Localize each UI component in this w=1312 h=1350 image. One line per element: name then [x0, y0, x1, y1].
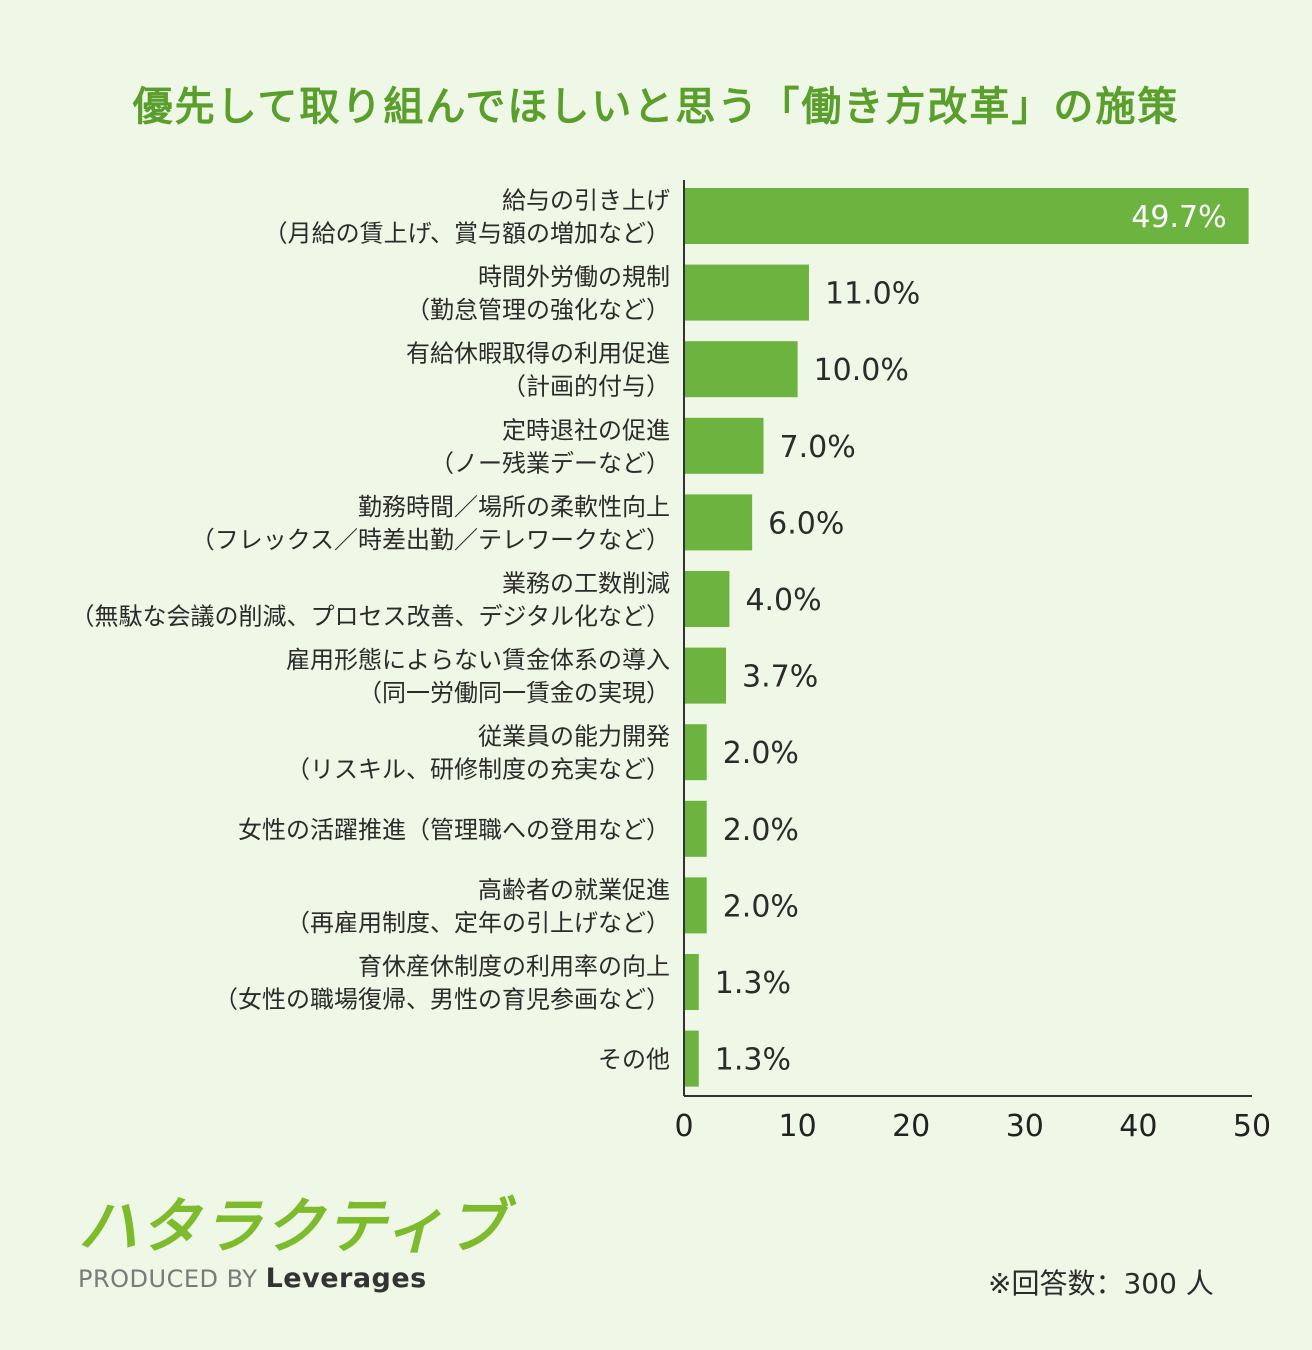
brand-block: ハタラクティブ PRODUCED BY Leverages [78, 1195, 508, 1294]
bar-1 [684, 264, 809, 321]
value-label-4: 6.0% [768, 506, 844, 541]
category-label-5-1: （無駄な会議の削減、プロセス改善、デジタル化など） [70, 603, 670, 631]
value-label-7: 2.0% [723, 736, 799, 771]
category-label-4-1: （フレックス／時差出勤／テレワークなど） [191, 526, 670, 554]
value-label-3: 7.0% [780, 430, 856, 465]
value-label-6: 3.7% [742, 660, 818, 695]
value-label-5: 4.0% [745, 583, 821, 618]
category-label-1-0: 時間外労働の規制 [478, 263, 670, 291]
category-label-1-1: （勤怠管理の強化など） [406, 296, 670, 324]
category-label-3-0: 定時退社の促進 [502, 416, 670, 444]
x-axis-ticks: 0 10 20 30 40 50 [674, 1109, 1271, 1144]
respondent-count-note: ※回答数：300 人 [988, 1267, 1214, 1300]
chart-title: 優先して取り組んでほしいと思う「働き方改革」の施策 [132, 84, 1180, 130]
category-label-6-0: 雇用形態によらない賃金体系の導入 [286, 646, 670, 674]
category-label-9-0: 高齢者の就業促進 [478, 876, 670, 904]
hataractive-logo: ハタラクティブ [78, 1192, 509, 1262]
category-label-10-0: 育休産休制度の利用率の向上 [358, 953, 670, 981]
category-label-2-0: 有給休暇取得の利用促進 [406, 340, 670, 368]
bar-8 [684, 800, 707, 857]
value-label-8: 2.0% [723, 813, 799, 848]
category-label-8-0: 女性の活躍推進（管理職への登用など） [238, 816, 670, 844]
category-labels: 給与の引き上げ （月給の賃上げ、賞与額の増加など） 時間外労働の規制 （勤怠管理の強化… [70, 187, 670, 1074]
bars-layer [684, 188, 1249, 1087]
category-label-7-0: 従業員の能力開発 [478, 723, 670, 751]
bar-11 [684, 1030, 699, 1087]
value-label-0: 49.7% [1131, 200, 1226, 235]
x-tick-label-1: 10 [779, 1109, 817, 1144]
category-label-0-1: （月給の賃上げ、賞与額の増加など） [264, 220, 670, 248]
x-tick-label-5: 50 [1233, 1109, 1271, 1144]
value-label-1: 11.0% [825, 277, 920, 312]
bar-0 [684, 188, 1249, 244]
category-label-11-0: その他 [598, 1046, 670, 1074]
bar-10 [684, 954, 699, 1010]
category-label-7-1: （リスキル、研修制度の充実など） [286, 756, 670, 784]
company-name: Leverages [265, 1263, 427, 1294]
category-label-2-1: （計画的付与） [502, 373, 670, 401]
x-tick-label-0: 0 [674, 1109, 693, 1144]
value-label-2: 10.0% [814, 353, 909, 388]
value-labels: 49.7% 11.0% 10.0% 7.0% 6.0% 4.0% 3.7% 2.0% 2.0% 2… [715, 200, 1227, 1078]
x-tick-label-4: 40 [1119, 1109, 1157, 1144]
x-tick-label-3: 30 [1006, 1109, 1044, 1144]
value-label-10: 1.3% [715, 966, 791, 1001]
bar-chart: 給与の引き上げ （月給の賃上げ、賞与額の増加など） 時間外労働の規制 （勤怠管理の強化… [70, 180, 1271, 1144]
category-label-4-0: 勤務時間／場所の柔軟性向上 [358, 493, 670, 521]
bar-4 [684, 494, 753, 551]
x-tick-label-2: 20 [892, 1109, 930, 1144]
produced-by-text: PRODUCED BY [78, 1265, 258, 1293]
category-label-10-1: （女性の職場復帰、男性の育児参画など） [214, 986, 670, 1014]
bar-3 [684, 417, 764, 474]
bar-6 [684, 647, 727, 704]
category-label-0-0: 給与の引き上げ [502, 187, 670, 215]
category-label-9-1: （再雇用制度、定年の引上げなど） [286, 909, 670, 937]
bar-7 [684, 724, 707, 781]
produced-by-line: PRODUCED BY Leverages [78, 1263, 508, 1294]
bar-9 [684, 877, 707, 934]
bar-2 [684, 341, 798, 398]
category-label-6-1: （同一労働同一賃金の実現） [358, 679, 670, 707]
value-label-11: 1.3% [715, 1043, 791, 1078]
value-label-9: 2.0% [723, 889, 799, 924]
bar-5 [684, 571, 730, 627]
category-label-3-1: （ノー残業デーなど） [430, 449, 670, 477]
category-label-5-0: 業務の工数削減 [502, 570, 670, 598]
